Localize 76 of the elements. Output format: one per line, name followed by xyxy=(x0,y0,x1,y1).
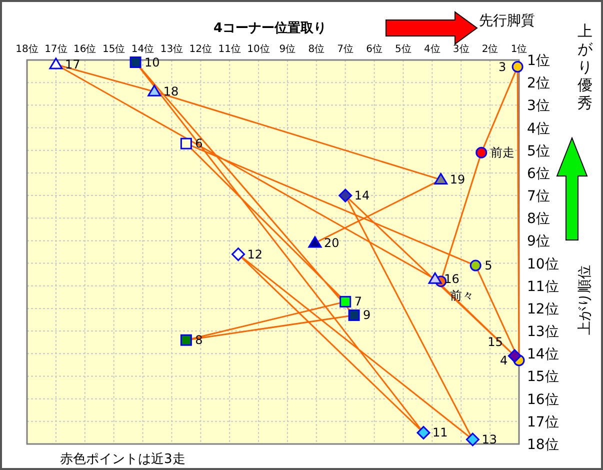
annotation: 20 xyxy=(324,236,340,250)
x-tick-label: 5位 xyxy=(395,43,412,55)
point xyxy=(416,426,430,440)
x-tick-label: 17位 xyxy=(44,43,68,55)
point xyxy=(512,61,524,73)
x-tick-label: 14位 xyxy=(131,43,154,55)
x-tick-label: 15位 xyxy=(102,43,126,55)
point xyxy=(466,432,480,446)
y-tick-label: 15位 xyxy=(527,369,559,386)
y-tick-label: 18位 xyxy=(527,437,559,453)
text: 上がり優秀 xyxy=(578,22,594,112)
point xyxy=(308,236,322,248)
point xyxy=(470,260,482,272)
y-tick-label: 12位 xyxy=(527,301,559,318)
annotation: 7 xyxy=(354,294,362,309)
y-tick-label: 10位 xyxy=(527,256,559,272)
point xyxy=(130,56,142,68)
annotation: 19 xyxy=(450,172,466,187)
annotation: 前走 xyxy=(490,146,514,160)
y-tick-label: 3位 xyxy=(527,98,550,114)
x-tick-label: 11位 xyxy=(218,43,241,55)
point xyxy=(49,58,63,70)
point xyxy=(180,334,192,346)
annotation: 5 xyxy=(484,258,492,273)
annotation: 3 xyxy=(498,60,506,74)
x-tick-label: 18位 xyxy=(16,43,38,55)
text: 先行脚質 xyxy=(479,13,535,29)
x-tick-label: 9位 xyxy=(279,43,296,55)
point xyxy=(476,146,488,158)
x-tick-label: 10位 xyxy=(247,43,270,55)
y-tick-label: 9位 xyxy=(527,234,550,250)
x-tick-label: 13位 xyxy=(160,43,184,55)
x-tick-label: 12位 xyxy=(189,43,212,55)
text: 赤色ポイントは近3走 xyxy=(60,452,186,467)
annotation: 12 xyxy=(247,247,263,262)
point xyxy=(148,84,162,96)
y-tick-label: 2位 xyxy=(527,76,550,92)
x-tick-label: 3位 xyxy=(452,43,470,55)
point xyxy=(340,296,352,308)
x-tick-label: 2位 xyxy=(482,43,498,55)
y-tick-label: 13位 xyxy=(527,324,559,340)
point xyxy=(338,188,352,202)
y-tick-label: 16位 xyxy=(527,392,559,408)
x-tick-label: 8位 xyxy=(308,43,325,55)
annotation: 11 xyxy=(432,426,448,440)
annotation: 16 xyxy=(444,272,460,286)
x-tick-label: 7位 xyxy=(337,43,354,55)
point xyxy=(180,138,192,150)
point xyxy=(348,309,360,321)
x-tick-label: 6位 xyxy=(366,43,382,55)
y-tick-label: 1位 xyxy=(527,53,550,69)
y-axis-title: 上がり順位 xyxy=(577,265,593,335)
annotation: 14 xyxy=(354,188,370,203)
annotation: 17 xyxy=(64,58,80,72)
annotation: 4 xyxy=(500,353,508,368)
annotation: 10 xyxy=(144,55,160,70)
x-axis-title: 4コーナー位置取り xyxy=(213,21,327,36)
point xyxy=(428,272,442,284)
annotation: 13 xyxy=(482,432,497,446)
x-tick-label: 1位 xyxy=(510,43,528,55)
x-tick-label: 4位 xyxy=(424,43,440,55)
y-tick-label: 5位 xyxy=(527,143,550,160)
y-tick-label: 7位 xyxy=(527,188,550,205)
point xyxy=(434,172,448,184)
x-tick-label: 16位 xyxy=(74,43,96,55)
y-tick-label: 8位 xyxy=(527,211,550,228)
annotation: 15 xyxy=(488,334,503,349)
y-tick-label: 11位 xyxy=(527,278,559,295)
y-tick-label: 17位 xyxy=(527,414,559,430)
y-tick-label: 14位 xyxy=(527,346,559,363)
point xyxy=(508,349,522,363)
y-tick-label: 6位 xyxy=(527,166,550,182)
y-tick-label: 4位 xyxy=(527,120,550,137)
annotation: 6 xyxy=(195,136,203,151)
annotation: 18 xyxy=(163,84,179,99)
annotation: 9 xyxy=(363,308,371,322)
